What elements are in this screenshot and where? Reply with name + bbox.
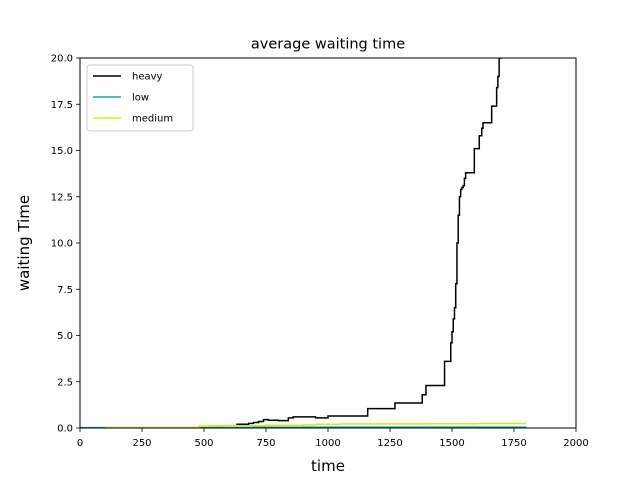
y-tick-label: 7.5 [57,285,73,296]
y-tick-label: 15.0 [51,146,73,157]
x-tick-label: 1500 [439,438,464,449]
legend: heavy low medium [86,64,194,132]
y-tick-label: 0.0 [57,424,73,435]
x-axis-label: time [311,457,345,475]
y-tick-label: 20.0 [51,54,73,65]
x-tick-label: 250 [132,438,151,449]
legend-label-heavy: heavy [132,72,163,83]
y-tick-label: 2.5 [57,377,73,388]
x-tick-label: 750 [256,438,275,449]
series-line-heavy [236,58,503,426]
y-axis-label: waiting Time [15,195,33,291]
x-axis: 0 250 500 750 1000 1250 1500 1750 2000 [77,428,589,449]
x-tick-label: 500 [194,438,213,449]
y-tick-label: 10.0 [51,239,73,250]
x-tick-label: 0 [77,438,83,449]
y-tick-label: 17.5 [51,100,73,111]
y-tick-label: 12.5 [51,192,73,203]
y-tick-label: 5.0 [57,331,73,342]
legend-box [86,64,194,132]
legend-label-medium: medium [132,114,173,125]
x-tick-label: 1750 [501,438,526,449]
legend-label-low: low [132,93,149,104]
chart-title: average waiting time [251,37,405,53]
y-axis: 0.0 2.5 5.0 7.5 10.0 12.5 15.0 17.5 20.0 [51,54,80,435]
series-line-medium [104,422,527,428]
x-tick-label: 1250 [377,438,402,449]
x-tick-label: 2000 [563,438,588,449]
x-tick-label: 1000 [315,438,340,449]
